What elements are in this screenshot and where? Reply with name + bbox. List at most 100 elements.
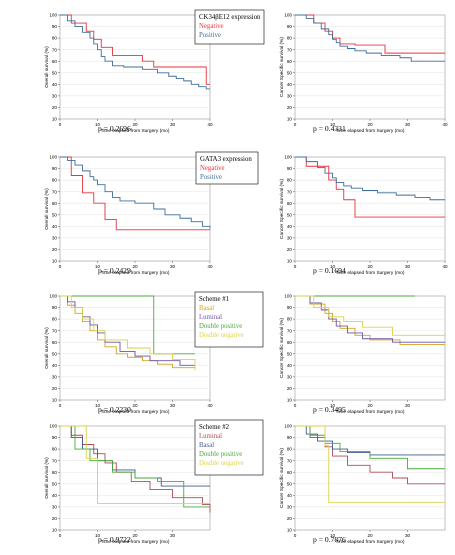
y-tick-label: 30 — [52, 235, 58, 240]
x-axis-label: Time elapsed from Surgery (mo) — [336, 270, 405, 276]
p-value: p = 0.7876 — [313, 535, 346, 544]
x-tick-label: 30 — [170, 122, 176, 127]
y-tick-label: 80 — [52, 36, 58, 41]
x-tick-label: 30 — [170, 403, 176, 408]
x-tick-label: 0 — [294, 264, 297, 269]
x-tick-label: 30 — [405, 533, 411, 538]
x-tick-label: 40 — [207, 122, 213, 127]
y-tick-label: 90 — [52, 166, 58, 171]
x-axis-label: Time elapsed from Surgery (mo) — [101, 128, 170, 134]
y-tick-label: 30 — [52, 374, 58, 379]
p-value: p = 0.2230 — [98, 405, 131, 414]
x-tick-label: 40 — [442, 264, 448, 269]
legend-entry: Negative — [200, 165, 225, 172]
x-tick-label: 40 — [207, 403, 213, 408]
y-axis-label: Overall survival (%) — [44, 46, 50, 88]
y-tick-label: 70 — [52, 458, 58, 463]
y-tick-label: 40 — [52, 363, 58, 368]
x-tick-label: 30 — [170, 264, 176, 269]
legend-title: CK34βE12 expression — [199, 14, 261, 21]
legend: GATA3 expression Negative Positive — [195, 151, 259, 185]
y-tick-label: 20 — [52, 386, 58, 391]
x-tick-label: 20 — [367, 122, 373, 127]
y-tick-label: 60 — [287, 59, 293, 64]
legend-box — [194, 291, 264, 348]
y-tick-label: 10 — [52, 117, 58, 122]
legend-box — [194, 419, 264, 476]
y-tick-label: 70 — [287, 328, 293, 333]
x-tick-label: 20 — [132, 403, 138, 408]
survival-curve-luminal — [295, 295, 445, 343]
legend: CK34βE12 expression Negative Positive — [194, 9, 265, 45]
x-tick-label: 0 — [59, 403, 62, 408]
y-tick-label: 90 — [52, 305, 58, 310]
x-tick-label: 20 — [367, 264, 373, 269]
y-tick-label: 10 — [52, 398, 58, 403]
x-tick-label: 10 — [95, 403, 101, 408]
legend-entry: Positive — [200, 174, 222, 181]
legend-entry: Negative — [199, 23, 224, 30]
survival-curve-basal — [60, 295, 195, 369]
x-tick-label: 20 — [132, 533, 138, 538]
y-axis-label: Cancer Specific survival (%) — [279, 448, 285, 508]
y-tick-label: 50 — [287, 351, 293, 356]
y-tick-label: 60 — [287, 340, 293, 345]
x-tick-label: 0 — [59, 533, 62, 538]
legend: Scheme #2 Luminal Basal Double positive Doub… — [194, 419, 264, 476]
x-tick-label: 30 — [405, 264, 411, 269]
y-tick-label: 10 — [287, 398, 293, 403]
y-tick-label: 40 — [287, 82, 293, 87]
x-tick-label: 0 — [294, 122, 297, 127]
y-tick-label: 10 — [52, 528, 58, 533]
x-tick-label: 10 — [330, 122, 336, 127]
y-tick-label: 30 — [287, 93, 293, 98]
legend-entry: Positive — [199, 32, 221, 39]
y-tick-label: 100 — [284, 424, 292, 429]
p-value: p = 0.3495 — [313, 405, 346, 414]
y-tick-label: 80 — [287, 36, 293, 41]
y-tick-label: 80 — [287, 178, 293, 183]
y-tick-label: 100 — [49, 294, 57, 299]
survival-curve-double-positive — [295, 425, 445, 470]
legend-title: Scheme #2 — [199, 424, 230, 431]
x-axis-label: Time elapsed from Surgery (mo) — [101, 270, 170, 276]
survival-curve-basal — [295, 295, 445, 345]
y-tick-label: 30 — [287, 235, 293, 240]
y-tick-label: 30 — [52, 504, 58, 509]
y-axis-label: Overall survival (%) — [44, 457, 50, 499]
x-tick-label: 10 — [95, 264, 101, 269]
y-tick-label: 50 — [52, 212, 58, 217]
y-tick-label: 70 — [52, 328, 58, 333]
survival-curve-double-negative — [60, 425, 210, 504]
legend-box — [195, 151, 259, 185]
y-tick-label: 60 — [52, 201, 58, 206]
y-tick-label: 60 — [52, 340, 58, 345]
p-value: p = 0.4331 — [313, 124, 346, 133]
y-tick-label: 50 — [52, 351, 58, 356]
x-tick-label: 0 — [59, 122, 62, 127]
survival-curve-positive — [60, 156, 211, 229]
p-value: p = 0.2429 — [98, 266, 131, 275]
survival-curve-double-negative — [60, 295, 196, 370]
plot-area — [294, 295, 446, 401]
x-tick-label: 20 — [132, 122, 138, 127]
legend-entry: Double positive — [199, 451, 242, 458]
legend-title: GATA3 expression — [200, 156, 252, 163]
y-tick-label: 40 — [287, 224, 293, 229]
y-tick-label: 30 — [287, 374, 293, 379]
y-tick-label: 40 — [52, 493, 58, 498]
y-tick-label: 50 — [287, 70, 293, 75]
legend-entry: Double negative — [199, 460, 244, 467]
y-tick-label: 60 — [52, 470, 58, 475]
y-axis-label: Overall survival (%) — [44, 188, 50, 230]
y-tick-label: 70 — [52, 189, 58, 194]
survival-curve-negative — [60, 14, 210, 85]
